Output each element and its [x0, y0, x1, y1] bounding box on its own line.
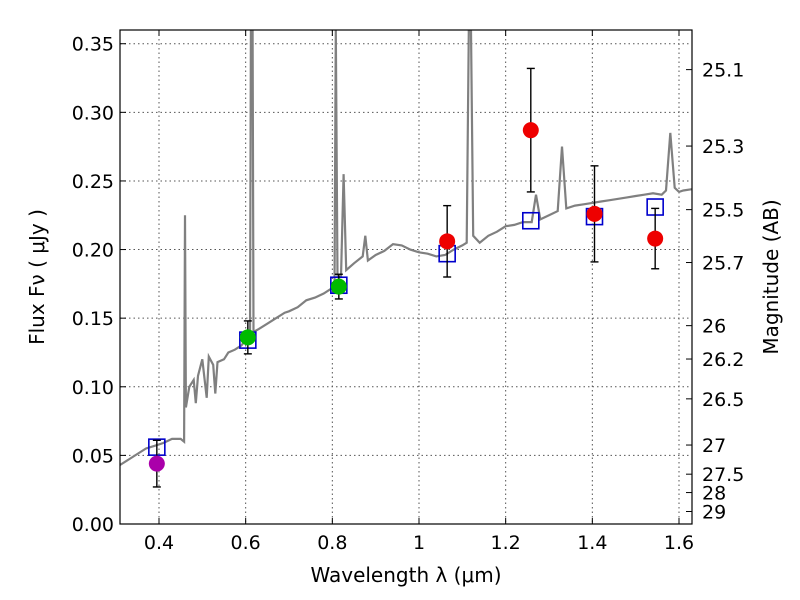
observed-photometry-point: [439, 233, 456, 250]
observed-photometry-point: [239, 329, 256, 346]
observed-photometry-point: [522, 122, 539, 139]
synthetic-photometry-point: [521, 211, 540, 230]
x-tick-label: 0.6: [231, 532, 261, 554]
y-tick-label: 0.05: [72, 445, 114, 467]
right-tick-label: 25.5: [702, 200, 744, 222]
spectrum-series: [120, 30, 692, 466]
observed-photometry-point: [148, 455, 165, 472]
right-tick-label: 26: [702, 316, 726, 338]
y-axis-title: Flux Fν ( μJy ): [25, 209, 49, 345]
observed-photometry-point: [647, 230, 664, 247]
right-tick-label: 28: [702, 483, 726, 505]
right-tick-label: 25.1: [702, 60, 744, 82]
grid: [120, 30, 692, 525]
x-tick-label: 1.6: [664, 532, 694, 554]
y-tick-label: 0.00: [72, 514, 114, 536]
x-tick-label: 0.4: [144, 532, 174, 554]
right-tick-label: 26.5: [702, 389, 744, 411]
right-tick-label: 27.5: [702, 464, 744, 486]
observed-photometry-point: [330, 278, 347, 295]
right-tick-label: 25.7: [702, 253, 744, 275]
observed-photometry-point: [586, 205, 603, 222]
x-tick-label: 0.8: [317, 532, 347, 554]
y-tick-label: 0.35: [72, 34, 114, 56]
observed-photometry-series: [148, 67, 664, 488]
spectrum-line: [120, 30, 692, 466]
right-axis-title: Magnitude (AB): [759, 199, 783, 354]
right-tick-label: 25.3: [702, 136, 744, 158]
axis-ticks: 0.4 0.6 0.8 1 1.2 1.4 1.6 0.00 0.05 0.10 0.15 0.20 0…: [72, 30, 744, 554]
right-tick-label: 26.2: [702, 349, 744, 371]
right-tick-label: 27: [702, 435, 726, 457]
x-tick-label: 1: [413, 532, 425, 554]
y-tick-label: 0.25: [72, 171, 114, 193]
plot-frame: [119, 29, 693, 525]
x-tick-label: 1.4: [577, 532, 607, 554]
x-axis-title: Wavelength λ (μm): [310, 563, 501, 587]
right-tick-label: 29: [702, 501, 726, 523]
y-tick-label: 0.20: [72, 240, 114, 262]
y-tick-label: 0.30: [72, 102, 114, 124]
y-tick-label: 0.10: [72, 377, 114, 399]
y-tick-label: 0.15: [72, 308, 114, 330]
synthetic-photometry-series: [148, 198, 664, 456]
x-tick-label: 1.2: [491, 532, 521, 554]
